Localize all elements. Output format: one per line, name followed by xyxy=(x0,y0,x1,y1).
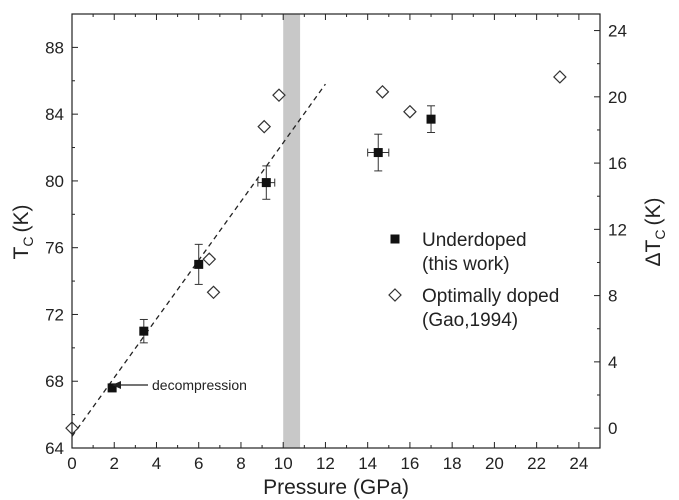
x-tick-label: 0 xyxy=(67,454,76,473)
x-tick-label: 12 xyxy=(316,454,335,473)
y-left-tick-label: 84 xyxy=(45,105,64,124)
x-tick-label: 10 xyxy=(274,454,293,473)
legend-label-optimal-source: (Gao,1994) xyxy=(422,310,518,331)
y-left-tick-label: 68 xyxy=(45,372,64,391)
x-tick-label: 24 xyxy=(569,454,588,473)
x-axis-title: Pressure (GPa) xyxy=(263,476,409,499)
underdoped-point xyxy=(373,148,383,158)
y-right-tick-label: 4 xyxy=(608,353,617,372)
x-tick-label: 16 xyxy=(400,454,419,473)
x-tick-label: 18 xyxy=(443,454,462,473)
decompression-annotation: decompression xyxy=(112,377,247,393)
y-left-tick-label: 88 xyxy=(45,38,64,57)
x-tick-label: 8 xyxy=(236,454,245,473)
x-tick-label: 4 xyxy=(152,454,161,473)
legend-marker-optimal xyxy=(388,288,402,302)
optimal-point xyxy=(375,85,390,99)
legend: Underdoped (this work) Optimally doped (… xyxy=(388,230,559,331)
legend-label-underdoped-source: (this work) xyxy=(422,254,510,275)
y-left-title-unit: (K) xyxy=(10,205,33,233)
y-right-tick-label: 20 xyxy=(608,88,627,107)
underdoped-point xyxy=(139,326,149,336)
y-axis-right-title: ΔTC (K) xyxy=(642,198,668,267)
y-right-title-sub: C xyxy=(652,230,668,240)
decompression-arrowhead xyxy=(112,381,121,389)
optimal-point xyxy=(403,104,417,119)
decompression-label: decompression xyxy=(152,377,247,393)
y-left-title-sub: C xyxy=(20,237,36,247)
y-right-tick-label: 16 xyxy=(608,154,627,173)
plot-frame xyxy=(71,13,601,449)
x-tick-label: 22 xyxy=(527,454,546,473)
underdoped-point xyxy=(426,114,436,124)
y-right-title-unit: (K) xyxy=(642,198,665,226)
y-left-tick-label: 80 xyxy=(45,172,64,191)
legend-label-underdoped: Underdoped xyxy=(422,230,527,251)
x-tick-label: 2 xyxy=(110,454,119,473)
underdoped-point xyxy=(194,259,204,269)
x-tick-label: 6 xyxy=(194,454,203,473)
y-right-tick-label: 12 xyxy=(608,220,627,239)
underdoped-point xyxy=(107,383,117,393)
y-right-tick-label: 0 xyxy=(608,419,617,438)
optimal-point xyxy=(553,70,567,84)
optimal-point xyxy=(206,285,221,300)
optimal-point xyxy=(257,119,272,134)
x-tick-label: 20 xyxy=(485,454,504,473)
y-right-title-main: ΔT xyxy=(642,239,665,266)
y-right-tick-label: 8 xyxy=(608,287,617,306)
x-tick-label: 14 xyxy=(358,454,377,473)
underdoped-point xyxy=(261,178,271,188)
y-left-tick-label: 76 xyxy=(45,239,64,258)
legend-label-optimal: Optimally doped xyxy=(422,286,559,307)
y-axis-left-title: TC (K) xyxy=(10,205,36,260)
legend-marker-underdoped xyxy=(390,234,400,244)
y-left-title-main: T xyxy=(10,246,33,259)
optimal-point xyxy=(272,88,286,103)
y-left-tick-label: 64 xyxy=(45,439,64,458)
y-right-tick-label: 24 xyxy=(608,22,627,41)
shaded-band xyxy=(283,14,301,448)
y-left-tick-label: 72 xyxy=(45,305,64,324)
optimal-point xyxy=(202,252,217,267)
